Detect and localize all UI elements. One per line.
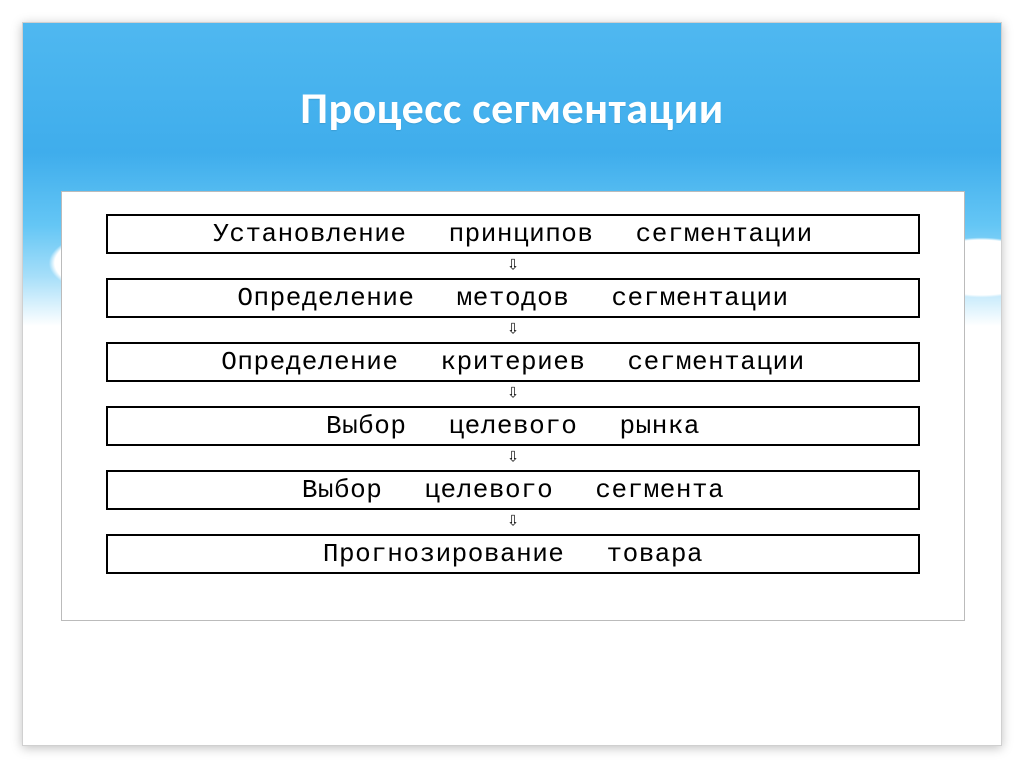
flow-step: Выбор целевого рынка <box>106 406 920 446</box>
flow-step: Выбор целевого сегмента <box>106 470 920 510</box>
flow-arrow-icon: ⇩ <box>507 446 519 470</box>
flowchart-container: Установление принципов сегментации ⇩ Опр… <box>61 191 965 621</box>
flow-arrow-icon: ⇩ <box>507 382 519 406</box>
flow-step: Определение методов сегментации <box>106 278 920 318</box>
flow-step: Прогнозирование товара <box>106 534 920 574</box>
flow-arrow-icon: ⇩ <box>507 254 519 278</box>
flow-arrow-icon: ⇩ <box>507 510 519 534</box>
slide-title: Процесс сегментации <box>23 81 1001 135</box>
flow-step: Определение критериев сегментации <box>106 342 920 382</box>
flow-arrow-icon: ⇩ <box>507 318 519 342</box>
slide-frame: Процесс сегментации Установление принцип… <box>22 22 1002 746</box>
flowchart: Установление принципов сегментации ⇩ Опр… <box>106 214 920 574</box>
flow-step: Установление принципов сегментации <box>106 214 920 254</box>
